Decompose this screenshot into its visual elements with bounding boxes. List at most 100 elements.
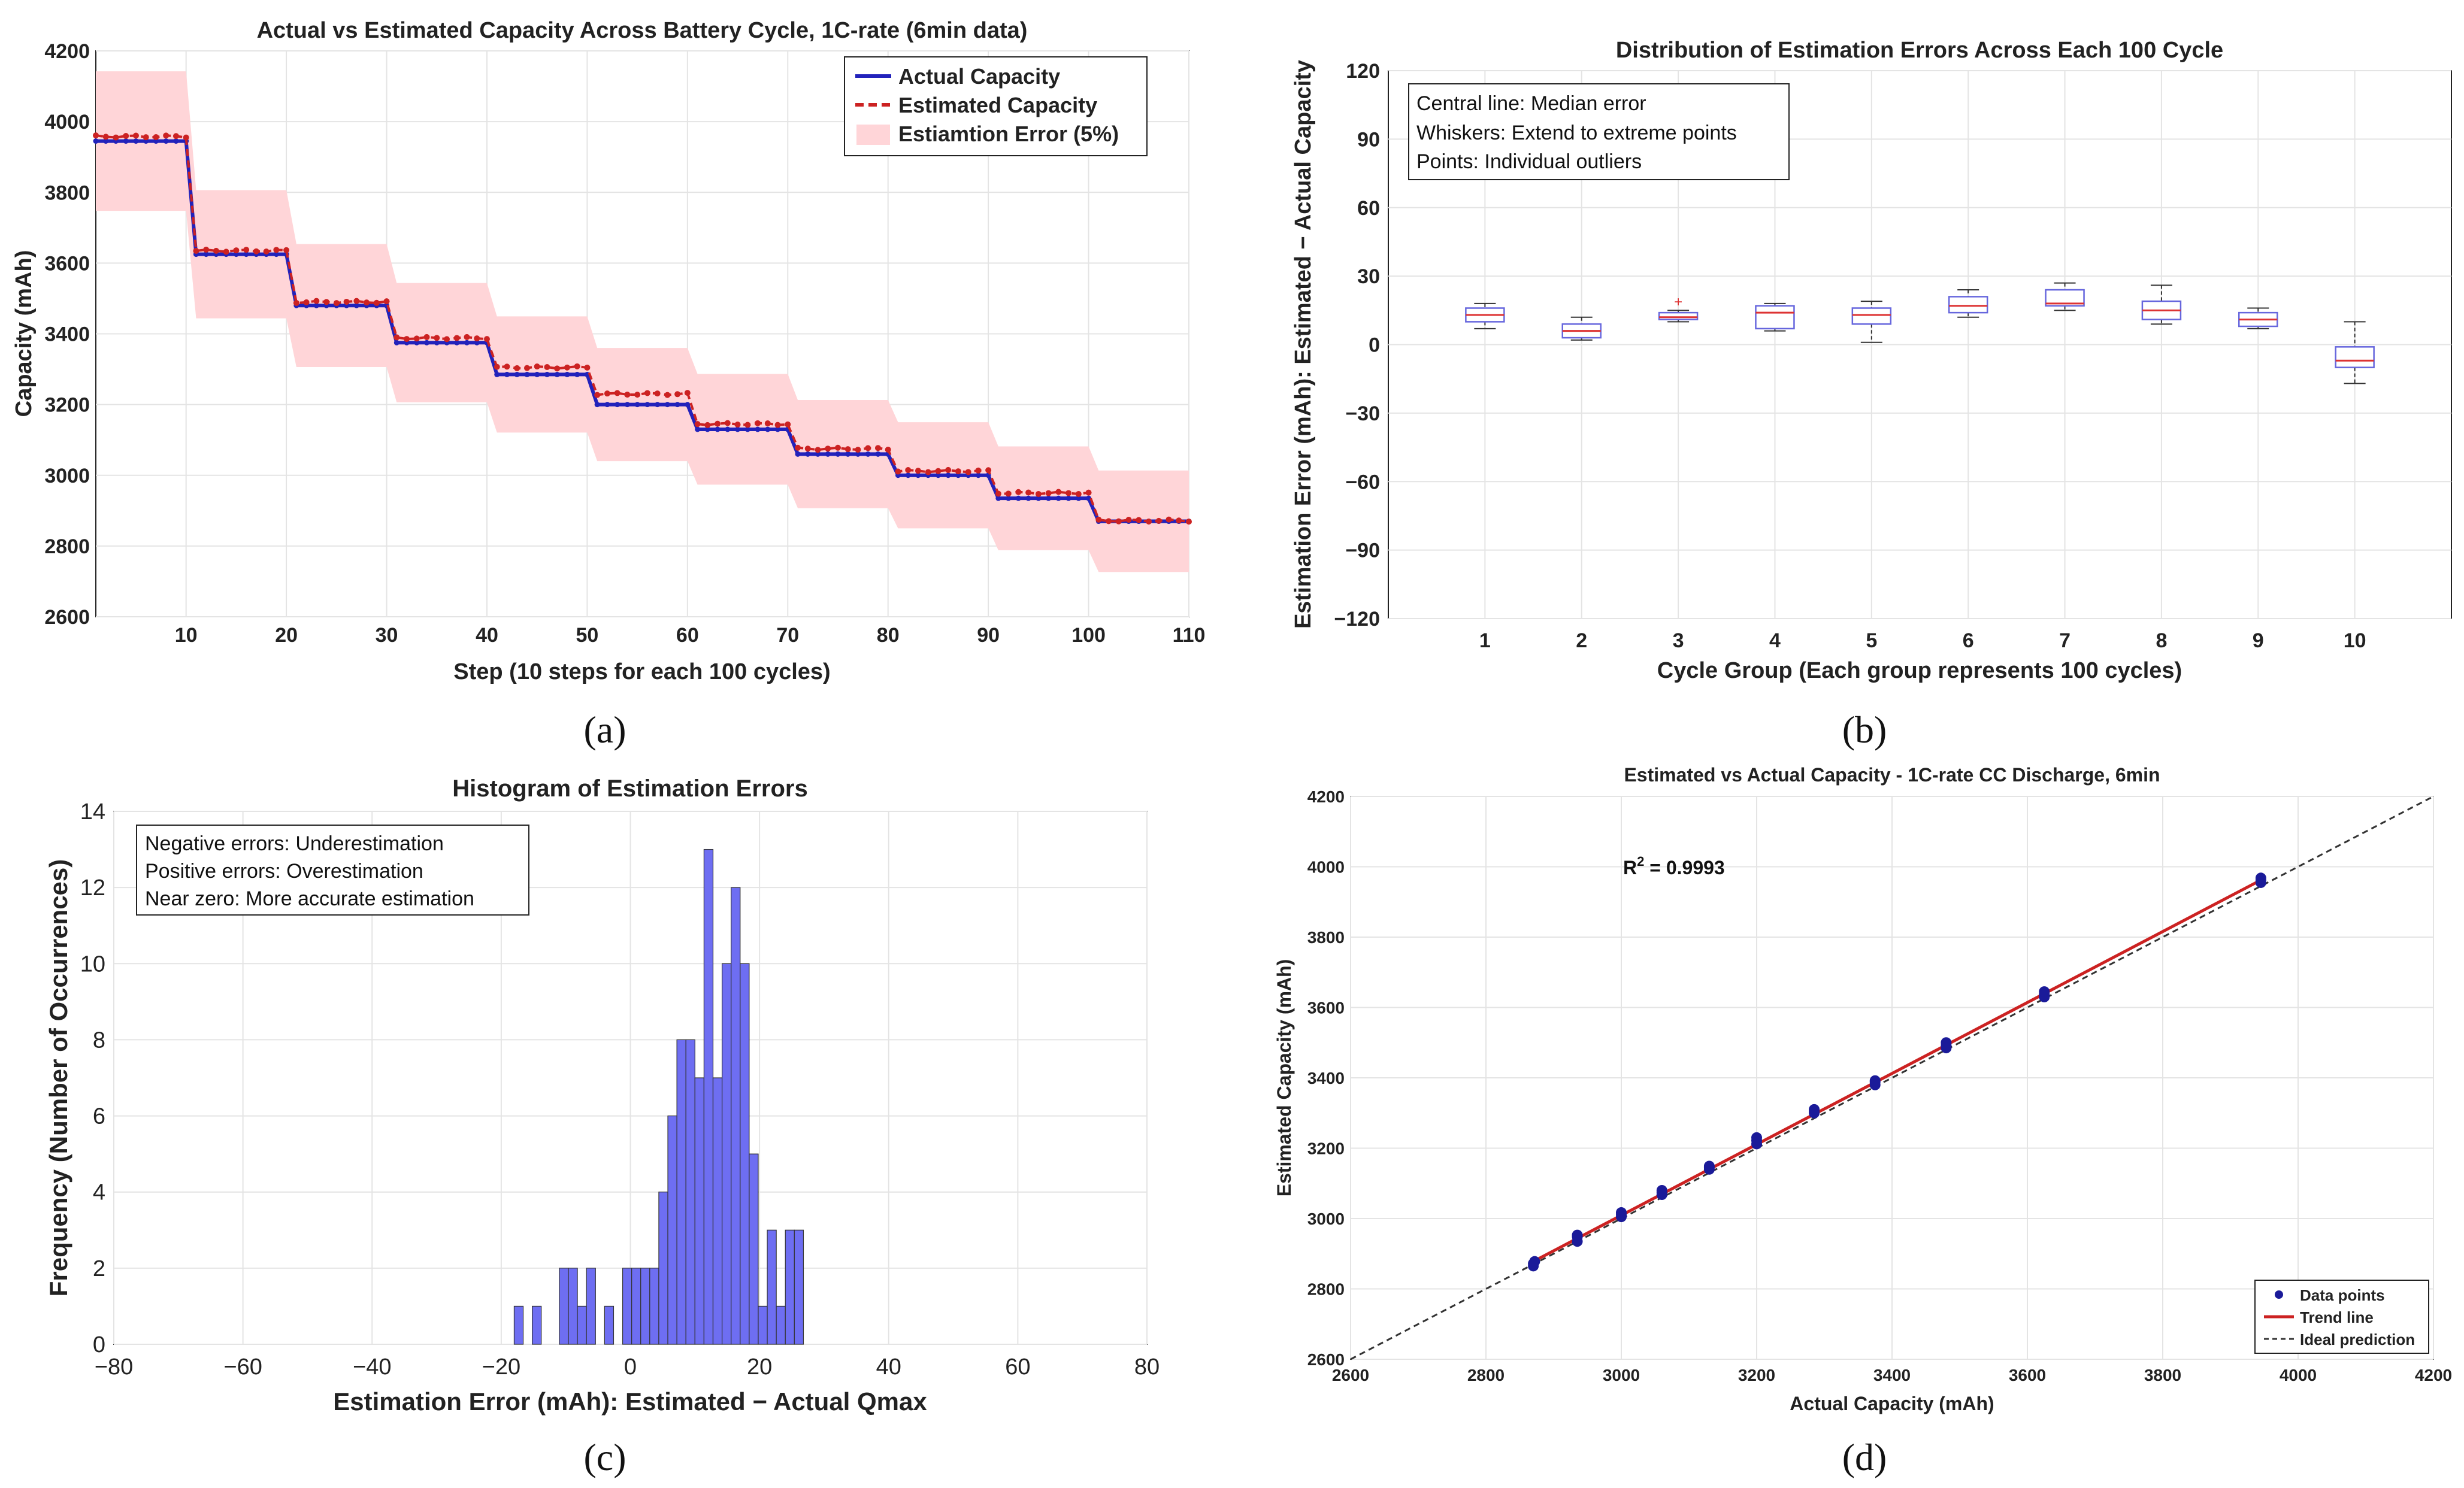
- x-tick-label: 40: [476, 624, 498, 647]
- box-9: [2238, 307, 2278, 329]
- histogram-bar: [631, 1268, 641, 1345]
- actual-capacity-point: [715, 426, 721, 432]
- estimated-capacity-point: [885, 446, 891, 453]
- actual-capacity-point: [935, 472, 941, 478]
- actual-capacity-point: [695, 426, 701, 432]
- y-tick-label: 3600: [1307, 999, 1345, 1017]
- estimated-capacity-point: [604, 390, 610, 397]
- actual-capacity-point: [1036, 495, 1042, 501]
- data-point: [1809, 1104, 1820, 1115]
- estimated-capacity-point: [624, 392, 631, 398]
- x-tick-label: 4: [1769, 629, 1781, 652]
- actual-capacity-point: [474, 340, 480, 346]
- actual-capacity-point: [123, 138, 129, 144]
- actual-capacity-point: [604, 402, 610, 408]
- histogram-bar: [577, 1305, 587, 1345]
- estimated-capacity-point: [825, 446, 831, 452]
- actual-capacity-point: [534, 371, 540, 377]
- histogram-bar: [513, 1305, 524, 1345]
- actual-capacity-point: [825, 451, 831, 457]
- actual-capacity-point: [173, 138, 179, 144]
- estimated-capacity-point: [413, 335, 420, 342]
- estimated-capacity-point: [183, 134, 189, 141]
- estimated-capacity-point: [223, 248, 229, 255]
- chart-title: Histogram of Estimation Errors: [452, 775, 807, 802]
- estimated-capacity-point: [123, 133, 129, 140]
- x-tick-label: 60: [1005, 1354, 1030, 1380]
- x-tick-label: 80: [1134, 1354, 1160, 1380]
- estimated-capacity-point: [844, 446, 851, 453]
- estimated-capacity-point: [1106, 518, 1112, 525]
- estimated-capacity-point: [132, 132, 139, 139]
- iqr-box: [1948, 296, 1988, 314]
- data-point: [1529, 1256, 1540, 1267]
- x-tick-label: 50: [576, 624, 598, 647]
- histogram-bar: [685, 1039, 695, 1345]
- x-tick-label: −60: [223, 1354, 262, 1380]
- actual-capacity-point: [574, 371, 580, 377]
- box-7: [2045, 282, 2085, 311]
- x-axis-label: Actual Capacity (mAh): [1790, 1393, 1994, 1414]
- actual-capacity-point: [1065, 495, 1071, 501]
- actual-capacity-point: [624, 402, 630, 408]
- estimated-capacity-point: [895, 468, 901, 475]
- actual-capacity-point: [765, 426, 771, 432]
- x-tick-label: 70: [776, 624, 799, 647]
- x-tick-label: 3200: [1738, 1366, 1775, 1384]
- actual-capacity-point: [163, 138, 169, 144]
- histogram-bar: [559, 1268, 569, 1345]
- estimated-capacity-point: [1035, 490, 1042, 497]
- chart-title: Distribution of Estimation Errors Across…: [1616, 38, 2223, 63]
- r-squared-label: R2 = 0.9993: [1623, 854, 1725, 878]
- estimated-capacity-point: [1166, 516, 1172, 523]
- actual-capacity-point: [1046, 495, 1052, 501]
- actual-capacity-point: [875, 451, 881, 457]
- estimated-capacity-point: [293, 299, 299, 306]
- estimated-capacity-point: [965, 469, 971, 475]
- x-axis-label: Step (10 steps for each 100 cycles): [453, 659, 830, 684]
- data-point: [1656, 1185, 1667, 1196]
- actual-capacity-point: [835, 451, 841, 457]
- histogram-bar: [658, 1192, 668, 1345]
- legend-entry: Data points: [2300, 1286, 2385, 1304]
- x-tick-label: −20: [482, 1354, 520, 1380]
- actual-capacity-point: [414, 340, 420, 346]
- x-tick-label: 10: [2344, 629, 2366, 652]
- x-tick-label: 90: [977, 624, 1000, 647]
- actual-capacity-point: [995, 495, 1001, 501]
- estimated-capacity-point: [172, 133, 179, 140]
- y-tick-label: 90: [1357, 128, 1380, 151]
- y-tick-label: 60: [1357, 197, 1380, 220]
- y-tick-label: 3400: [44, 323, 90, 346]
- x-axis-label: Cycle Group (Each group represents 100 c…: [1657, 658, 2182, 683]
- actual-capacity-point: [685, 402, 691, 408]
- estimated-capacity-point: [925, 469, 931, 475]
- estimated-capacity-point: [523, 365, 530, 371]
- y-tick-label: 2800: [1307, 1280, 1345, 1299]
- x-tick-label: 2600: [1332, 1366, 1369, 1384]
- histogram-bar: [667, 1115, 677, 1345]
- estimated-capacity-point: [905, 467, 912, 474]
- data-point: [1941, 1037, 1952, 1048]
- histogram-bar: [586, 1268, 596, 1345]
- histogram-bar: [721, 963, 732, 1345]
- actual-capacity-point: [775, 426, 781, 432]
- x-tick-label: 2800: [1467, 1366, 1505, 1384]
- data-point: [2039, 986, 2050, 998]
- data-point: [1616, 1207, 1627, 1219]
- estimated-capacity-point: [113, 134, 119, 141]
- y-tick-label: 3200: [44, 394, 90, 417]
- estimated-capacity-point: [393, 334, 400, 341]
- iqr-box: [1755, 305, 1795, 330]
- legend-entry: Trend line: [2300, 1308, 2374, 1326]
- actual-capacity-point: [1025, 495, 1031, 501]
- actual-capacity-point: [674, 402, 680, 408]
- histogram-bar: [712, 1077, 723, 1345]
- actual-capacity-point: [815, 451, 821, 457]
- x-tick-label: 8: [2156, 629, 2167, 652]
- estimated-capacity-point: [353, 298, 360, 304]
- error-band: [96, 71, 1189, 572]
- actual-capacity-point: [203, 251, 209, 257]
- legend: Actual Capacity Estimated Capacity Estia…: [844, 56, 1148, 156]
